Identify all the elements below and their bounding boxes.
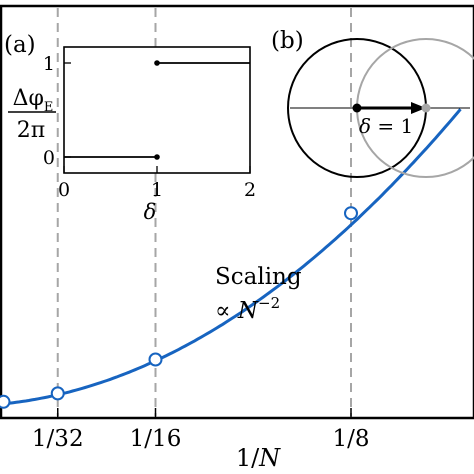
step-endpoint: [154, 154, 160, 160]
main-x-ticks: 1/32 1/16 1/8: [32, 408, 370, 452]
inset-a-y-label-numerator: ΔφE: [13, 86, 54, 115]
inset-a-frame: [63, 46, 251, 174]
inset-a-x-tick-label: 2: [244, 179, 256, 201]
inset-a-y-tick-label: 1: [43, 53, 55, 75]
delta-equals-one-label: δ = 1: [359, 114, 413, 138]
displacement-arrowhead: [411, 102, 426, 114]
x-tick-label: 1/8: [332, 426, 369, 452]
inset-b-panel-label: (b): [271, 28, 304, 54]
step-endpoint: [154, 60, 160, 66]
inset-a-y-label-denominator: 2π: [17, 118, 45, 143]
data-point: [344, 206, 358, 221]
main-x-axis-label: 1/N: [236, 444, 281, 472]
inset-b: (b) δ = 1: [271, 28, 474, 178]
inset-a-panel-label: (a): [4, 32, 36, 58]
scaling-curve: [0, 108, 462, 406]
data-point: [0, 394, 11, 409]
main-plot-frame: [0, 4, 474, 420]
inset-a: 0 1 2 0 1 (a) ΔφE 2π δ: [4, 32, 256, 224]
main-curve-layer: [0, 108, 462, 406]
main-data-points: [0, 206, 358, 409]
inset-a-x-tick-label: 0: [58, 179, 70, 201]
gray-center-dot: [421, 103, 431, 113]
x-tick-label: 1/32: [32, 426, 84, 452]
data-point: [50, 386, 65, 401]
black-center-dot: [352, 103, 362, 113]
scaling-annotation-line2: ∝ N−2: [215, 294, 280, 324]
inset-a-y-tick-label: 0: [43, 147, 55, 169]
scaling-annotation-line1: Scaling: [215, 264, 302, 290]
x-tick-label: 1/16: [130, 426, 182, 452]
inset-a-x-tick-label: 1: [151, 179, 163, 201]
data-point: [148, 352, 163, 367]
inset-a-content: 0 1 2 0 1: [43, 53, 256, 201]
inset-a-x-label: δ: [144, 200, 157, 224]
